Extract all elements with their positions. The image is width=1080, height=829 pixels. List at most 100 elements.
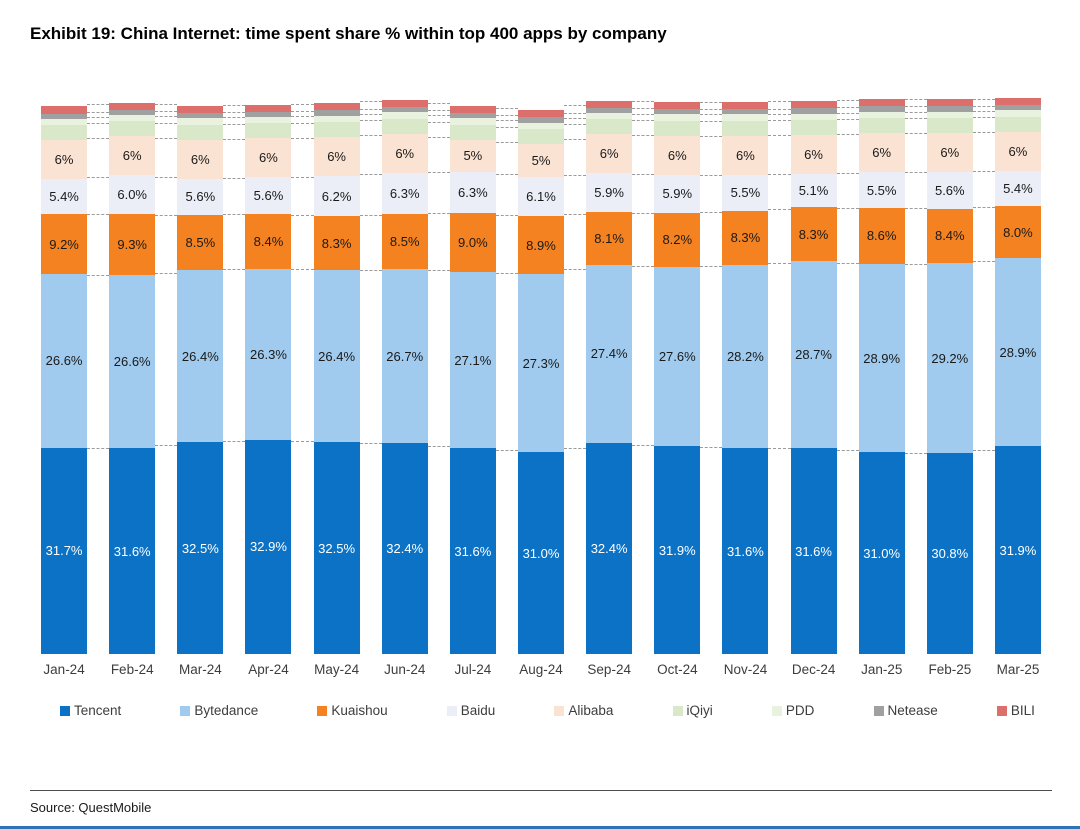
segment-bytedance: 26.4% [313,270,360,443]
segment-baidu: 5.5% [722,174,769,211]
dashed-connector [427,445,450,447]
segment-kuaishou: 8.5% [177,215,224,271]
segment-pdd [381,112,428,119]
dashed-connector [291,176,314,178]
segment-value-label: 5.9% [594,185,624,201]
dashed-connector [291,116,314,118]
segment-pdd [449,118,496,125]
legend-label: Bytedance [194,703,259,718]
segment-kuaishou: 9.3% [109,214,156,276]
dashed-connector [564,447,587,449]
stacked-bar-apr-24: 32.9% 26.3% 8.4% 5.6% 6% [245,104,292,654]
segment-tencent: 31.6% [109,448,156,654]
segment-netease [790,108,837,114]
segment-kuaishou: 8.2% [654,213,701,267]
dashed-connector [564,175,587,177]
dashed-connector [155,116,178,118]
segment-tencent: 32.4% [586,443,633,654]
dashed-connector [836,450,859,452]
segment-value-label: 28.2% [726,348,764,364]
legend-swatch-tencent [60,705,70,716]
segment-baidu: 5.6% [177,178,224,216]
segment-alibaba: 6% [109,136,156,176]
source-note: Source: QuestMobile [30,800,152,815]
segment-iqiyi [518,129,564,145]
dashed-connector [972,171,995,173]
dashed-connector [972,449,995,451]
x-axis: Jan-24 Feb-24 Mar-24 Apr-24 May-24 Jun-24 Jul-… [30,662,1052,677]
segment-value-label: 6% [395,145,415,161]
segment-netease [245,111,292,117]
segment-baidu: 5.6% [926,172,973,209]
legend-swatch-iqiyi [672,705,683,716]
segment-tencent: 31.0% [518,452,564,654]
legend-swatch-netease [873,705,884,716]
stacked-bar-mar-25: 31.9% 28.9% 8.0% 5.4% 6% [994,97,1041,654]
segment-value-label: 8.3% [798,226,829,242]
dashed-connector [87,104,110,106]
stacked-bar-mar-24: 32.5% 26.4% 8.5% 5.6% 6% [177,105,224,654]
dashed-connector [836,112,859,114]
dashed-connector [87,138,110,140]
dashed-connector [495,273,518,275]
dashed-connector [87,214,110,216]
segment-value-label: 6% [804,147,823,163]
segment-value-label: 6% [872,145,892,161]
dashed-connector [291,441,314,443]
segment-value-label: 5.6% [253,188,284,204]
segment-value-label: 27.6% [658,348,696,364]
segment-bili [586,100,633,108]
chart-legend: Tencent Bytedance Kuaishou Baidu Alibaba iQiy… [60,703,1035,718]
segment-baidu: 6.2% [313,176,360,217]
dashed-connector [768,262,791,264]
dashed-connector [291,215,314,217]
dashed-connector [768,448,791,450]
dashed-connector [155,122,178,124]
segment-tencent: 31.0% [858,452,905,654]
dashed-connector [632,265,655,267]
dashed-connector [155,445,178,447]
segment-baidu: 5.4% [994,170,1041,207]
segment-pdd [518,122,564,130]
legend-swatch-baidu [446,705,457,716]
dashed-connector [223,117,246,119]
dashed-connector [291,137,314,139]
segment-value-label: 32.5% [181,540,219,556]
segment-bytedance: 27.4% [586,264,633,444]
x-axis-label: Apr-24 [248,662,289,677]
chart-title: Exhibit 19: China Internet: time spent s… [30,24,667,43]
dashed-connector [495,174,518,176]
segment-bili [858,99,905,107]
segment-baidu: 6.3% [381,172,428,214]
segment-bytedance: 26.6% [109,275,156,449]
segment-bytedance: 28.2% [722,264,769,449]
dashed-connector [223,112,246,114]
legend-item-iqiyi: iQiyi [672,703,713,718]
legend-label: BILI [1010,703,1035,718]
dashed-connector [836,262,859,264]
segment-value-label: 6.0% [117,187,147,203]
segment-bytedance: 26.4% [177,270,224,443]
segment-value-label: 5.6% [185,189,216,205]
legend-swatch-pdd [771,705,782,716]
legend-label: PDD [785,703,815,718]
segment-alibaba: 6% [586,134,633,174]
segment-tencent: 31.6% [722,448,769,654]
segment-value-label: 32.4% [386,541,424,557]
segment-tencent: 32.9% [245,439,292,654]
segment-value-label: 32.9% [250,539,287,555]
dashed-connector [155,111,178,113]
segment-alibaba: 6% [177,139,224,179]
segment-bili [245,104,292,112]
segment-tencent: 32.5% [177,442,224,654]
segment-value-label: 6% [54,152,74,168]
segment-kuaishou: 8.5% [381,213,428,270]
dashed-connector [359,101,382,103]
dashed-connector [904,172,927,174]
dashed-connector [904,118,927,120]
segment-alibaba: 6% [858,133,905,173]
x-axis-label: Oct-24 [657,662,698,677]
dashed-connector [223,123,246,125]
dashed-connector [564,112,587,114]
